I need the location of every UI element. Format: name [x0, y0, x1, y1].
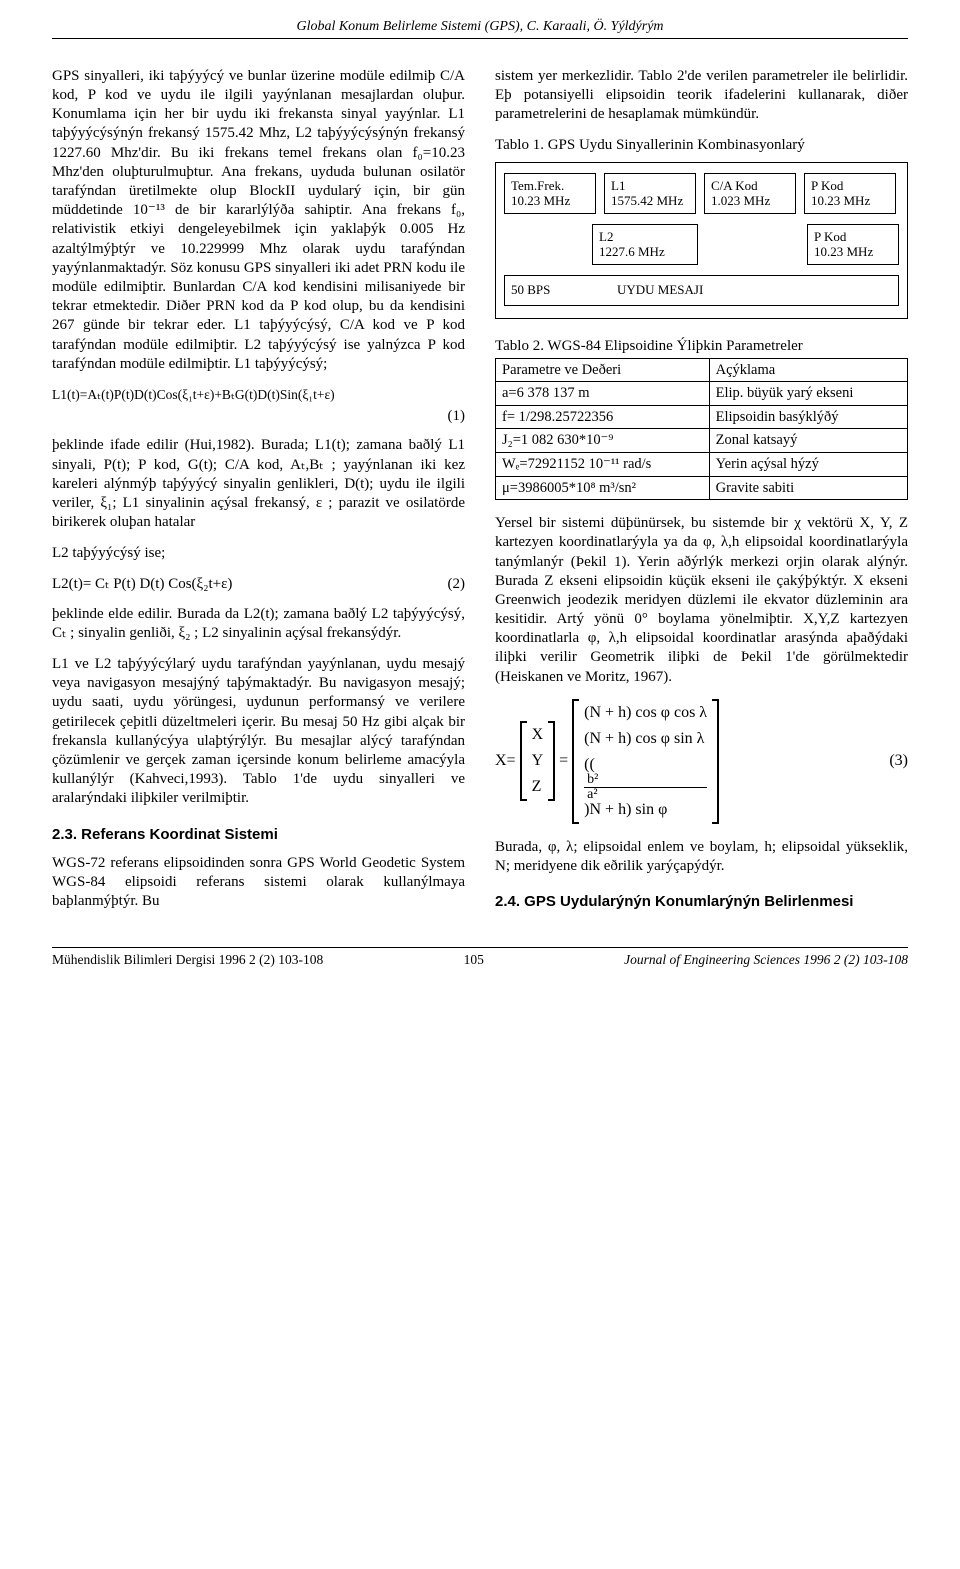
- diagram-cell-l2: L2 1227.6 MHz: [592, 224, 698, 265]
- td: μ=3986005*10⁸ m³/sn²: [496, 476, 710, 500]
- eq-num: (2): [438, 575, 466, 594]
- table2: Parametre ve Deðeri Açýklama a=6 378 137…: [495, 358, 908, 500]
- para: L1 ve L2 taþýyýcýlarý uydu tarafýndan ya…: [52, 655, 465, 809]
- td: a=6 378 137 m: [496, 382, 710, 406]
- label: C/A Kod: [711, 178, 789, 194]
- page-footer: Mühendislik Bilimleri Dergisi 1996 2 (2)…: [52, 947, 908, 968]
- th: Açýklama: [709, 358, 907, 382]
- eq-num: (1): [438, 407, 466, 426]
- diagram-msg: UYDU MESAJI: [587, 276, 898, 305]
- left-column: GPS sinyalleri, iki taþýyýcý ve bunlar ü…: [52, 67, 465, 921]
- eq-body: L2(t)= Cₜ P(t) D(t) Cos(ξ₂t+ε): [52, 575, 438, 594]
- td: Gravite sabiti: [709, 476, 907, 500]
- footer-right: Journal of Engineering Sciences 1996 2 (…: [624, 951, 908, 968]
- table1-caption: Tablo 1. GPS Uydu Sinyallerinin Kombinas…: [495, 136, 908, 155]
- para: þeklinde elde edilir. Burada da L2(t); z…: [52, 605, 465, 643]
- para: GPS sinyalleri, iki taþýyýcý ve bunlar ü…: [52, 67, 465, 374]
- y: Y: [532, 753, 544, 769]
- diagram-cell-l1: L1 1575.42 MHz: [604, 173, 696, 214]
- z: Z: [532, 779, 544, 795]
- section-heading: 2.3. Referans Koordinat Sistemi: [52, 825, 465, 844]
- equation-3: X= X Y Z = (N +: [495, 699, 908, 824]
- lhs: X=: [495, 751, 516, 771]
- vector-xyz: X Y Z: [520, 721, 556, 801]
- eq-num: (3): [889, 751, 908, 771]
- td: Zonal katsayý: [709, 429, 907, 453]
- table2-caption: Tablo 2. WGS-84 Elipsoidine Ýliþkin Para…: [495, 337, 908, 356]
- diagram-bps: 50 BPS: [505, 276, 587, 305]
- para: WGS-72 referans elipsoidinden sonra GPS …: [52, 854, 465, 912]
- diagram-msg-row: 50 BPS UYDU MESAJI: [504, 275, 899, 306]
- right-column: sistem yer merkezlidir. Tablo 2'de veril…: [495, 67, 908, 921]
- value: 10.23 MHz: [511, 193, 589, 209]
- td: Elipsoidin basýklýðý: [709, 405, 907, 429]
- diagram-cell-pkod1: P Kod 10.23 MHz: [804, 173, 896, 214]
- para: Burada, φ, λ; elipsoidal enlem ve boylam…: [495, 838, 908, 876]
- label: P Kod: [811, 178, 889, 194]
- equation-1: L1(t)=Aₜ(t)P(t)D(t)Cos(ξ₁t+ε)+BₜG(t)D(t)…: [52, 386, 465, 403]
- eq-body: L1(t)=Aₜ(t)P(t)D(t)Cos(ξ₁t+ε)+BₜG(t)D(t)…: [52, 386, 465, 403]
- section-heading: 2.4. GPS Uydularýnýn Konumlarýnýn Belirl…: [495, 892, 908, 911]
- td: f= 1/298.25722356: [496, 405, 710, 429]
- label: P Kod: [814, 229, 892, 245]
- label: L2: [599, 229, 691, 245]
- footer-left: Mühendislik Bilimleri Dergisi 1996 2 (2)…: [52, 951, 323, 968]
- th: Parametre ve Deðeri: [496, 358, 710, 382]
- para: þeklinde ifade edilir (Hui,1982). Burada…: [52, 436, 465, 532]
- running-head: Global Konum Belirleme Sistemi (GPS), C.…: [52, 18, 908, 39]
- label: L1: [611, 178, 689, 194]
- label: Tem.Frek.: [511, 178, 589, 194]
- para: Yersel bir sistemi düþünürsek, bu sistem…: [495, 514, 908, 687]
- td: Elip. büyük yarý ekseni: [709, 382, 907, 406]
- value: 1.023 MHz: [711, 193, 789, 209]
- value: 10.23 MHz: [814, 244, 892, 260]
- td: Yerin açýsal hýzý: [709, 453, 907, 477]
- row3: ((b²a²)N + h) sin φ: [584, 757, 707, 818]
- value: 1575.42 MHz: [611, 193, 689, 209]
- table1-diagram: Tem.Frek. 10.23 MHz L1 1575.42 MHz C/A K…: [495, 162, 908, 319]
- td: J₂=1 082 630*10⁻⁹: [496, 429, 710, 453]
- row1: (N + h) cos φ cos λ: [584, 705, 707, 721]
- diagram-cell-temfrek: Tem.Frek. 10.23 MHz: [504, 173, 596, 214]
- para: L2 taþýyýcýsý ise;: [52, 544, 465, 563]
- value: 1227.6 MHz: [599, 244, 691, 260]
- td: Wₑ=72921152 10⁻¹¹ rad/s: [496, 453, 710, 477]
- equation-2: L2(t)= Cₜ P(t) D(t) Cos(ξ₂t+ε) (2): [52, 575, 465, 594]
- value: 10.23 MHz: [811, 193, 889, 209]
- row2: (N + h) cos φ sin λ: [584, 731, 707, 747]
- para: sistem yer merkezlidir. Tablo 2'de veril…: [495, 67, 908, 125]
- diagram-cell-ca: C/A Kod 1.023 MHz: [704, 173, 796, 214]
- vector-rhs: (N + h) cos φ cos λ (N + h) cos φ sin λ …: [572, 699, 719, 824]
- footer-page: 105: [464, 951, 484, 968]
- diagram-cell-pkod2: P Kod 10.23 MHz: [807, 224, 899, 265]
- x: X: [532, 727, 544, 743]
